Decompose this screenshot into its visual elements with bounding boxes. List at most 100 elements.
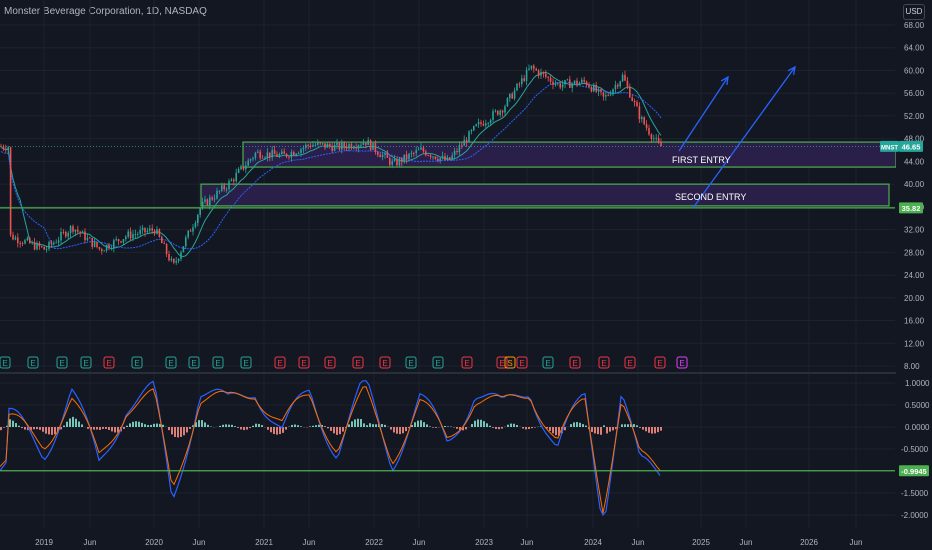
candle-body: [449, 157, 451, 160]
candle-body: [86, 237, 89, 241]
histogram-bar: [330, 427, 332, 431]
histogram-bar: [294, 424, 296, 427]
time-tick-label: 2025: [692, 538, 710, 547]
ticker-badge: [880, 140, 899, 152]
histogram-bar: [105, 427, 107, 429]
price-tick-label: 28.00: [904, 248, 925, 257]
histogram-bar: [471, 424, 473, 427]
candle-body: [631, 97, 633, 101]
candle-body: [499, 110, 501, 115]
histogram-bar: [90, 427, 92, 430]
candle-body: [437, 158, 439, 161]
candle-body: [43, 246, 45, 250]
candle-body: [161, 236, 163, 244]
candle-body: [564, 80, 566, 85]
histogram-bar: [492, 427, 494, 428]
osc-tick-label: -1.5000: [901, 489, 929, 498]
candle-body: [653, 138, 655, 140]
candle-body: [257, 151, 259, 153]
first-entry-zone: [242, 141, 897, 168]
histogram-bar: [369, 423, 371, 427]
candle-body: [660, 142, 662, 147]
price-tick-label: 16.00: [904, 317, 925, 326]
candle-body: [389, 157, 391, 165]
candle-body: [21, 243, 24, 245]
histogram-bar: [603, 425, 605, 427]
candle-body: [283, 151, 285, 154]
histogram-bar: [69, 418, 71, 427]
second-entry-arrow: [692, 66, 796, 209]
candle-body: [561, 84, 564, 88]
histogram-bar: [99, 427, 101, 430]
histogram-bar: [612, 427, 614, 431]
earnings-marker: [598, 356, 610, 369]
price-tick-label: 32.00: [904, 226, 925, 235]
histogram-bar: [243, 427, 245, 431]
earnings-marker-letter: E: [679, 359, 684, 368]
histogram-bar: [390, 427, 392, 430]
histogram-bar: [78, 421, 80, 427]
candle-body: [115, 239, 117, 241]
candle-body: [132, 234, 134, 239]
candle-body: [62, 232, 65, 233]
candle-body: [221, 185, 223, 191]
candle-body: [530, 65, 533, 69]
candle-body: [458, 145, 461, 152]
histogram-bar: [219, 425, 221, 427]
histogram-bar: [651, 427, 653, 434]
candle-body: [55, 242, 57, 244]
candle-body: [225, 188, 228, 190]
candle-body: [583, 79, 585, 82]
candle-body: [475, 124, 477, 127]
currency-button[interactable]: USD: [903, 4, 925, 20]
histogram-bar: [633, 424, 635, 427]
histogram-bar: [354, 419, 356, 427]
candle-body: [629, 86, 631, 98]
support-price-badge-text: 35.82: [902, 204, 921, 213]
price-axis-background: [896, 20, 932, 530]
candle-body: [357, 145, 360, 149]
histogram-bar: [234, 426, 236, 427]
histogram-bar: [282, 427, 284, 433]
candle-body: [413, 153, 415, 154]
histogram-bar: [321, 424, 323, 427]
histogram-bar: [363, 423, 365, 427]
candle-body: [614, 84, 617, 90]
candle-body: [345, 146, 348, 149]
candle-body: [451, 155, 453, 160]
candle-body: [309, 145, 312, 147]
earnings-marker: [27, 356, 39, 369]
histogram-bar: [489, 425, 491, 427]
candle-body: [153, 230, 156, 234]
candle-body: [588, 84, 590, 87]
candle-body: [506, 98, 509, 107]
candle-body: [89, 237, 91, 239]
earnings-marker: [569, 356, 581, 369]
candle-body: [494, 110, 497, 112]
candle-body: [233, 179, 235, 182]
histogram-bar: [534, 427, 536, 428]
histogram-bar: [594, 427, 596, 434]
candle-body: [165, 243, 168, 254]
histogram-bar: [609, 427, 611, 432]
histogram-bar: [42, 427, 44, 432]
histogram-bar: [465, 427, 467, 430]
histogram-bar: [132, 421, 134, 427]
histogram-bar: [51, 427, 53, 435]
histogram-bar: [201, 420, 203, 427]
earnings-marker-letter: E: [408, 359, 413, 368]
histogram-bar: [171, 427, 173, 435]
histogram-bar: [324, 426, 326, 427]
time-tick-label: Jun: [632, 538, 645, 547]
histogram-bar: [141, 422, 143, 427]
price-tick-label: 56.00: [904, 89, 925, 98]
histogram-bar: [129, 423, 131, 427]
candle-body: [158, 229, 161, 237]
candle-body: [117, 239, 120, 242]
candle-body: [379, 154, 381, 158]
earnings-marker-letter: E: [30, 359, 35, 368]
osc-tick-label: -0.5000: [901, 445, 929, 454]
osc-value-badge: [899, 465, 929, 477]
candle-body: [643, 117, 645, 125]
